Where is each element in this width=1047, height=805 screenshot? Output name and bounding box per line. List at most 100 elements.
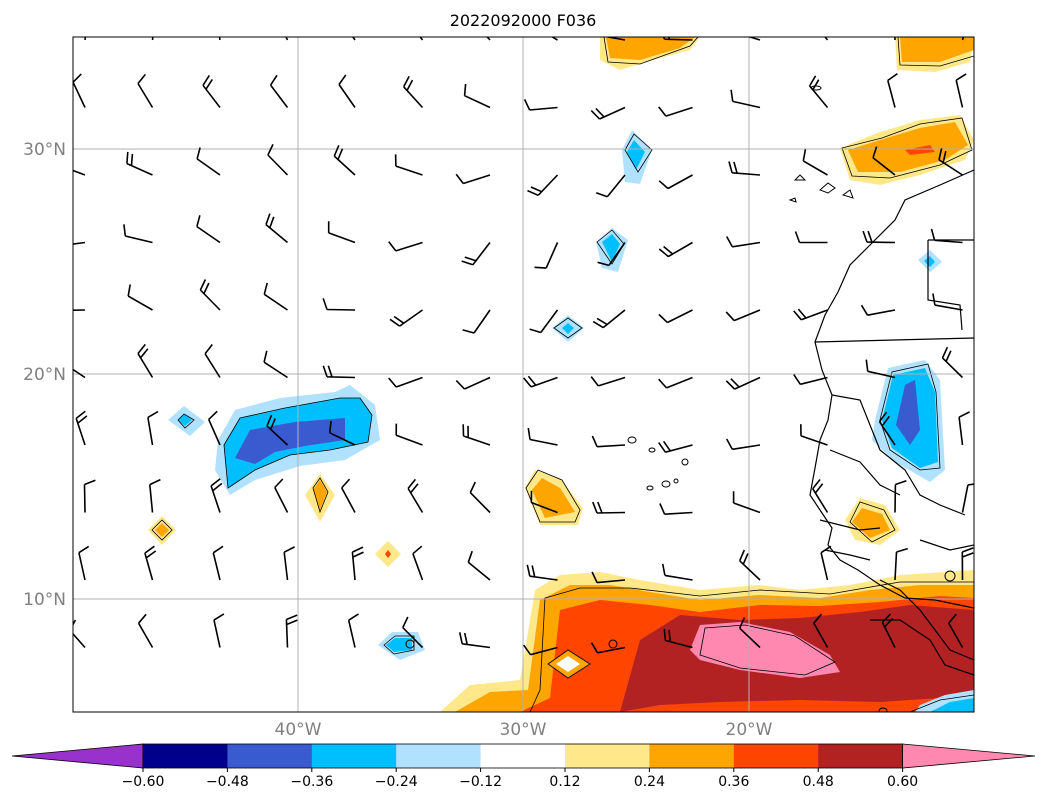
colorbar-segment (480, 744, 566, 768)
colorbar-frame (142, 743, 903, 769)
wind-barb (196, 147, 221, 176)
wind-barb (269, 74, 289, 108)
positive-shading (148, 37, 974, 712)
wind-barb (725, 309, 761, 322)
wind-barb (529, 309, 559, 334)
wind-barb (860, 304, 896, 316)
wind-barb (151, 37, 154, 41)
map-plot-area (73, 37, 974, 712)
wind-barb (73, 309, 86, 312)
coastlines (809, 169, 974, 676)
wind-barb (196, 215, 221, 244)
wind-barb (267, 144, 289, 176)
wind-barb (78, 545, 90, 581)
wind-barb (878, 411, 896, 446)
wind-barb (523, 375, 558, 388)
wind-barb (123, 224, 153, 244)
wind-barb (961, 547, 974, 581)
wind-barb (930, 228, 963, 244)
wind-barb (592, 309, 626, 329)
wind-barb (872, 146, 896, 176)
colorbar-tick-label: 0.24 (634, 774, 665, 790)
wind-barb (333, 144, 356, 176)
wind-barb (394, 154, 423, 176)
wind-barb (73, 73, 86, 108)
wind-barb (550, 37, 558, 41)
wind-barb (412, 545, 424, 581)
wind-barb (590, 106, 626, 120)
wind-barb (658, 241, 693, 258)
lon-label-30w: 30°W (500, 720, 547, 740)
wind-barb (661, 563, 693, 581)
wind-barb (347, 613, 360, 648)
colorbar-segment (565, 744, 650, 768)
wind-barb (285, 614, 298, 648)
wind-barb (204, 344, 221, 378)
colorbar-tick-label: −0.24 (375, 774, 418, 790)
colorbar-segment (733, 744, 819, 768)
wind-barb (199, 279, 221, 311)
wind-barb (595, 174, 626, 198)
colorbar-tick-label: 0.48 (803, 774, 834, 790)
wind-barb (526, 564, 558, 581)
wind-barb (523, 99, 558, 111)
wind-barb (590, 642, 626, 654)
wind-barb (83, 479, 96, 513)
wind-barb (527, 174, 559, 197)
wind-barb (351, 37, 356, 41)
wind-barb (462, 309, 491, 334)
wind-barb (592, 501, 626, 514)
colorbar-tick-label: −0.12 (459, 774, 502, 790)
wind-barb (894, 547, 908, 581)
wind-barb (73, 241, 86, 245)
wind-barb (388, 376, 423, 388)
wind-barb (941, 346, 964, 379)
wind-barb (728, 161, 761, 176)
wind-barb (461, 242, 491, 266)
wind-barb (658, 376, 693, 389)
wind-barb (948, 613, 964, 648)
wind-barb (263, 350, 288, 379)
wind-barb (455, 376, 491, 390)
wind-barb (591, 435, 626, 448)
wind-barb (407, 478, 424, 513)
wind-barb (73, 169, 86, 176)
wind-barb (523, 644, 558, 656)
colorbar-extend-left (11, 743, 144, 769)
wind-barb (865, 359, 896, 379)
wind-barb (955, 73, 967, 108)
colorbar-segment (818, 744, 904, 768)
wind-barb (147, 410, 159, 446)
wind-barb (462, 424, 491, 446)
wind-barb (322, 298, 356, 311)
lat-label-30n: 30°N (23, 140, 66, 160)
wind-barb (402, 616, 424, 649)
colorbar-tick-label: −0.36 (290, 774, 333, 790)
wind-barb (658, 174, 693, 190)
wind-barb (591, 571, 626, 584)
lat-label-20n: 20°N (23, 365, 66, 385)
wind-barbs (73, 37, 974, 656)
wind-barb (793, 308, 828, 321)
wind-barb (283, 546, 295, 581)
wind-barb (958, 411, 970, 446)
wind-barb (813, 613, 829, 648)
wind-barb (202, 74, 221, 108)
map-title: 2022092000 F036 (450, 11, 597, 30)
wind-barb (725, 438, 761, 451)
wind-barb (210, 478, 223, 513)
lon-label-40w: 40°W (275, 720, 322, 740)
wind-barb (812, 479, 829, 513)
wind-barb (389, 309, 423, 327)
map-frame (72, 36, 975, 713)
wind-barb (738, 617, 761, 649)
wind-barb (527, 427, 558, 446)
contour-lines (151, 37, 974, 712)
wind-barb (285, 37, 289, 41)
wind-barb (73, 619, 86, 649)
wind-barb (263, 282, 288, 311)
wind-barb (218, 37, 221, 41)
wind-barb (419, 37, 424, 41)
colorbar-segment (143, 744, 228, 768)
wind-barb (395, 423, 423, 446)
